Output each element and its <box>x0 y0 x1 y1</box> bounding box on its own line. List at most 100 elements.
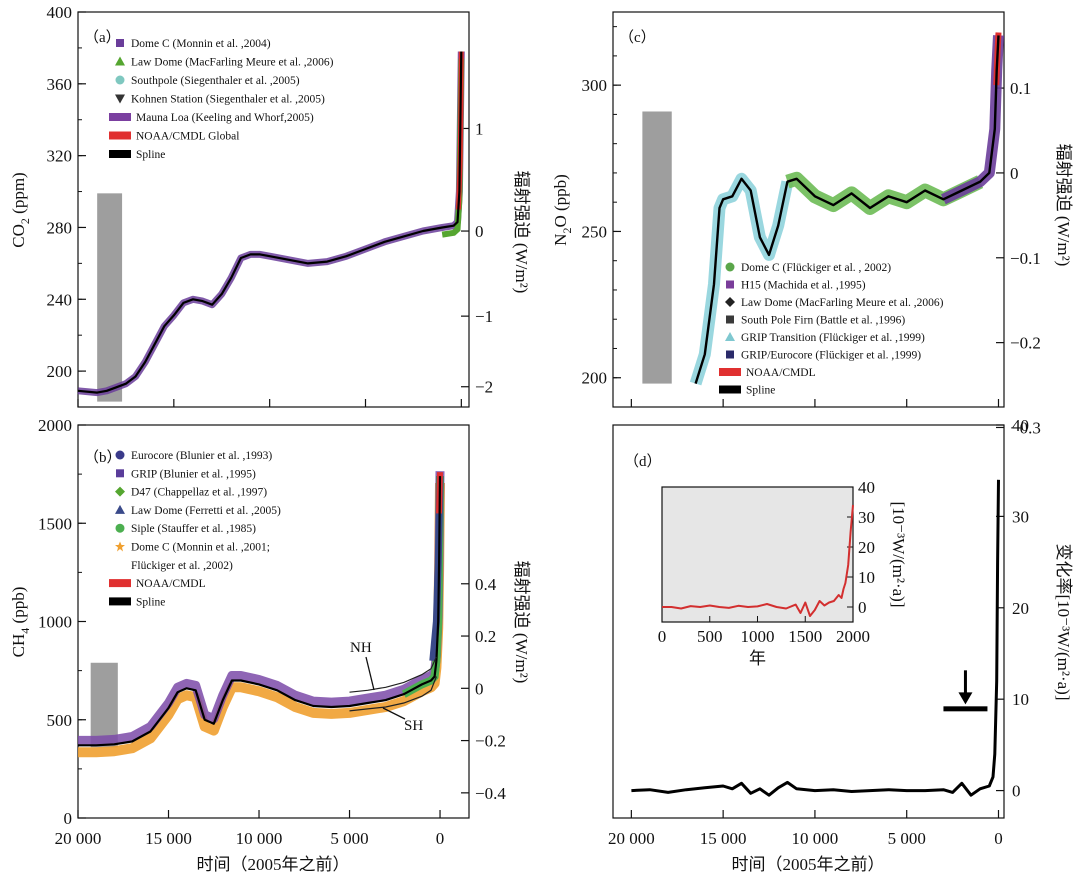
panel-c-ytick-label-1: 250 <box>582 222 608 241</box>
panel-b-ylabel: CH4 (ppb) <box>9 587 32 658</box>
panel-b-legend-marker-2 <box>115 486 125 497</box>
panel-b-xlabel: 时间（2005年之前） <box>197 855 350 874</box>
panel-b-legend-marker-1 <box>116 469 124 478</box>
inset-frame <box>661 486 854 623</box>
panel-a-tag: （a） <box>84 29 121 46</box>
inset-xtick-label-2: 1000 <box>741 627 775 646</box>
panel-b-legend: Eurocore (Blunier et al. ,1993) GRIP (Blu… <box>109 450 281 608</box>
panel-c-legend-marker-4 <box>725 332 735 341</box>
panel-b-legend-marker-3 <box>115 504 125 514</box>
panel-a-y2label: 辐射强迫 (W/m²) <box>512 171 531 294</box>
panel-d-xtick-label-4: 0 <box>994 829 1003 848</box>
panel-c-spline <box>694 35 1000 384</box>
panel-c-legend-label-3: South Pole Firn (Battle et al. ,1996) <box>741 315 905 327</box>
panel-a-legend-marker-0 <box>116 39 124 47</box>
panel-b-legend-label-8: Spline <box>136 596 165 608</box>
panel-a-legend-marker-1 <box>115 56 125 66</box>
panel-b-ytick-label-4: 2000 <box>38 416 72 435</box>
panel-c-legend-marker-1 <box>726 280 734 289</box>
panel-d-y2tick-label-1: 10 <box>1012 690 1029 709</box>
panel-a-y-ticks: 200 240 280 320 360 400 <box>47 3 462 407</box>
panel-d-y2tick-label-4: 40 <box>1012 416 1029 435</box>
panel-d-xtick-label-3: 5 000 <box>888 829 926 848</box>
panel-b-y-ticks: 0 500 1000 1500 2000 <box>38 416 86 828</box>
panel-c-lawdome-band <box>941 35 1004 205</box>
inset-xtick-label-3: 1500 <box>788 627 822 646</box>
panel-c-y2tick-label-2: −0.1 <box>1010 249 1041 268</box>
panel-b-legend-label-5: Dome C (Monnin et al. ,2001; <box>131 542 270 554</box>
inset-ylabel: [10⁻³W/(m²·a)] <box>889 501 908 607</box>
panel-c-legend: Dome C (Flückiger et al. , 2002) H15 (Mac… <box>719 262 944 397</box>
panel-a-legend-marker-6 <box>109 150 131 158</box>
inset-xlabel: 年 <box>749 649 766 668</box>
inset-rate-line <box>662 504 854 617</box>
panel-c-legend-marker-5 <box>726 350 734 359</box>
panel-b-ytick-label-3: 1500 <box>38 514 72 533</box>
panel-c-y2tick-label-4: −0.3 <box>1010 418 1041 437</box>
panel-b-xtick-label-1: 15 000 <box>145 829 192 848</box>
panel-d-x-ticks: 20 000 15 000 10 000 5 000 0 <box>608 810 1003 848</box>
panel-c-ylabel: N2O (ppb) <box>551 174 574 246</box>
panel-a-legend-label-3: Kohnen Station (Siegenthaler et al. ,200… <box>131 94 325 106</box>
panel-b-xtick-label-4: 0 <box>436 829 445 848</box>
panel-b-spline <box>78 476 442 747</box>
panel-d: 0 10 20 30 40 20 000 15 000 10 000 5 000 0 （d） 0… <box>608 416 1073 874</box>
panel-c-y2label: 辐射强迫 (W/m²) <box>1054 144 1073 267</box>
panel-b-y2-ticks: 0.4 0.2 0 −0.2 −0.4 <box>461 575 506 803</box>
panel-a-y2tick-label-1: 0 <box>475 222 484 241</box>
panel-b-ytick-label-2: 1000 <box>38 613 72 632</box>
panel-c-legend-marker-0 <box>725 262 735 272</box>
panel-d-xtick-label-2: 10 000 <box>792 829 839 848</box>
panel-b-legend-label-6: Flückiger et al. ,2002) <box>131 560 233 572</box>
panel-b-data-marks <box>78 471 445 758</box>
panel-a-legend-label-2: Southpole (Siegenthaler et al. ,2005) <box>131 75 300 87</box>
panel-c-legend-label-2: Law Dome (MacFarling Meure et al. ,2006) <box>741 297 944 309</box>
panel-a-legend-marker-2 <box>115 75 125 85</box>
panel-a-ylabel: CO2 (ppm) <box>9 172 32 247</box>
panel-a-legend-marker-4 <box>109 113 131 121</box>
panel-d-tag: （d） <box>624 453 662 470</box>
panel-a-ytick-label-0: 200 <box>47 362 73 381</box>
panel-c-ytick-label-0: 200 <box>582 369 608 388</box>
panel-c: 200 250 300 0.1 0 −0.1 −0.2 −0.3 （c） Dome C (F… <box>551 11 1073 437</box>
annotation-nh-leader <box>365 656 375 691</box>
panel-b-legend-label-7: NOAA/CMDL <box>136 578 206 590</box>
panel-d-arrow-bar <box>943 706 988 712</box>
inset-ytick-label-1: 10 <box>858 568 875 587</box>
panel-d-data-marks <box>631 479 1000 797</box>
panel-b-x-ticks: 20 000 15 000 10 000 5 000 0 <box>55 810 445 848</box>
panel-b-y2tick-label-1: 0.2 <box>475 627 496 646</box>
panel-b-domec-band <box>78 482 445 758</box>
panel-b-y2tick-label-3: −0.2 <box>475 732 506 751</box>
panel-d-y2tick-label-3: 30 <box>1012 507 1029 526</box>
panel-d-arrow-head <box>958 692 973 705</box>
annotation-nh: NH <box>350 640 372 656</box>
panel-c-legend-label-4: GRIP Transition (Flückiger et al. ,1999) <box>741 332 925 344</box>
panel-a-ytick-label-2: 280 <box>47 218 73 237</box>
inset-xtick-label-0: 0 <box>658 627 667 646</box>
panel-d-rate-line <box>631 479 1000 797</box>
panel-a: 200 240 280 320 360 400 1 0 −1 −2 （a） Dome C (Mo… <box>9 3 531 408</box>
panel-a-y2tick-label-0: 1 <box>475 119 484 138</box>
panel-a-ytick-label-1: 240 <box>47 290 73 309</box>
inset-ytick-label-4: 40 <box>858 478 875 497</box>
panel-b-legend-marker-5 <box>115 541 125 552</box>
panel-b-legend-marker-0 <box>115 450 125 460</box>
panel-d-inset-chart: 0 500 1000 1500 2000 0 10 20 30 40 年 [10⁻³W/(m²·a)] <box>658 478 908 668</box>
panel-a-y2tick-label-2: −1 <box>475 307 493 326</box>
panel-b: 0 500 1000 1500 2000 0.4 0.2 0 −0.2 −0.4 20 000 1… <box>9 416 531 874</box>
inset-ytick-label-0: 0 <box>858 598 867 617</box>
panel-d-frame <box>612 424 1005 819</box>
annotation-sh: SH <box>404 718 423 734</box>
panel-b-xtick-label-3: 5 000 <box>330 829 368 848</box>
panel-d-xtick-label-1: 15 000 <box>700 829 747 848</box>
panel-a-legend-label-5: NOAA/CMDL Global <box>136 131 239 143</box>
panel-c-y2tick-label-0: 0.1 <box>1010 79 1031 98</box>
panel-b-nh-line <box>349 656 437 693</box>
panel-b-legend-marker-7 <box>109 579 131 588</box>
panel-d-y2tick-label-2: 20 <box>1012 599 1029 618</box>
inset-ytick-label-3: 30 <box>858 508 875 527</box>
inset-ytick-label-2: 20 <box>858 538 875 557</box>
panel-b-ytick-label-0: 0 <box>64 809 73 828</box>
